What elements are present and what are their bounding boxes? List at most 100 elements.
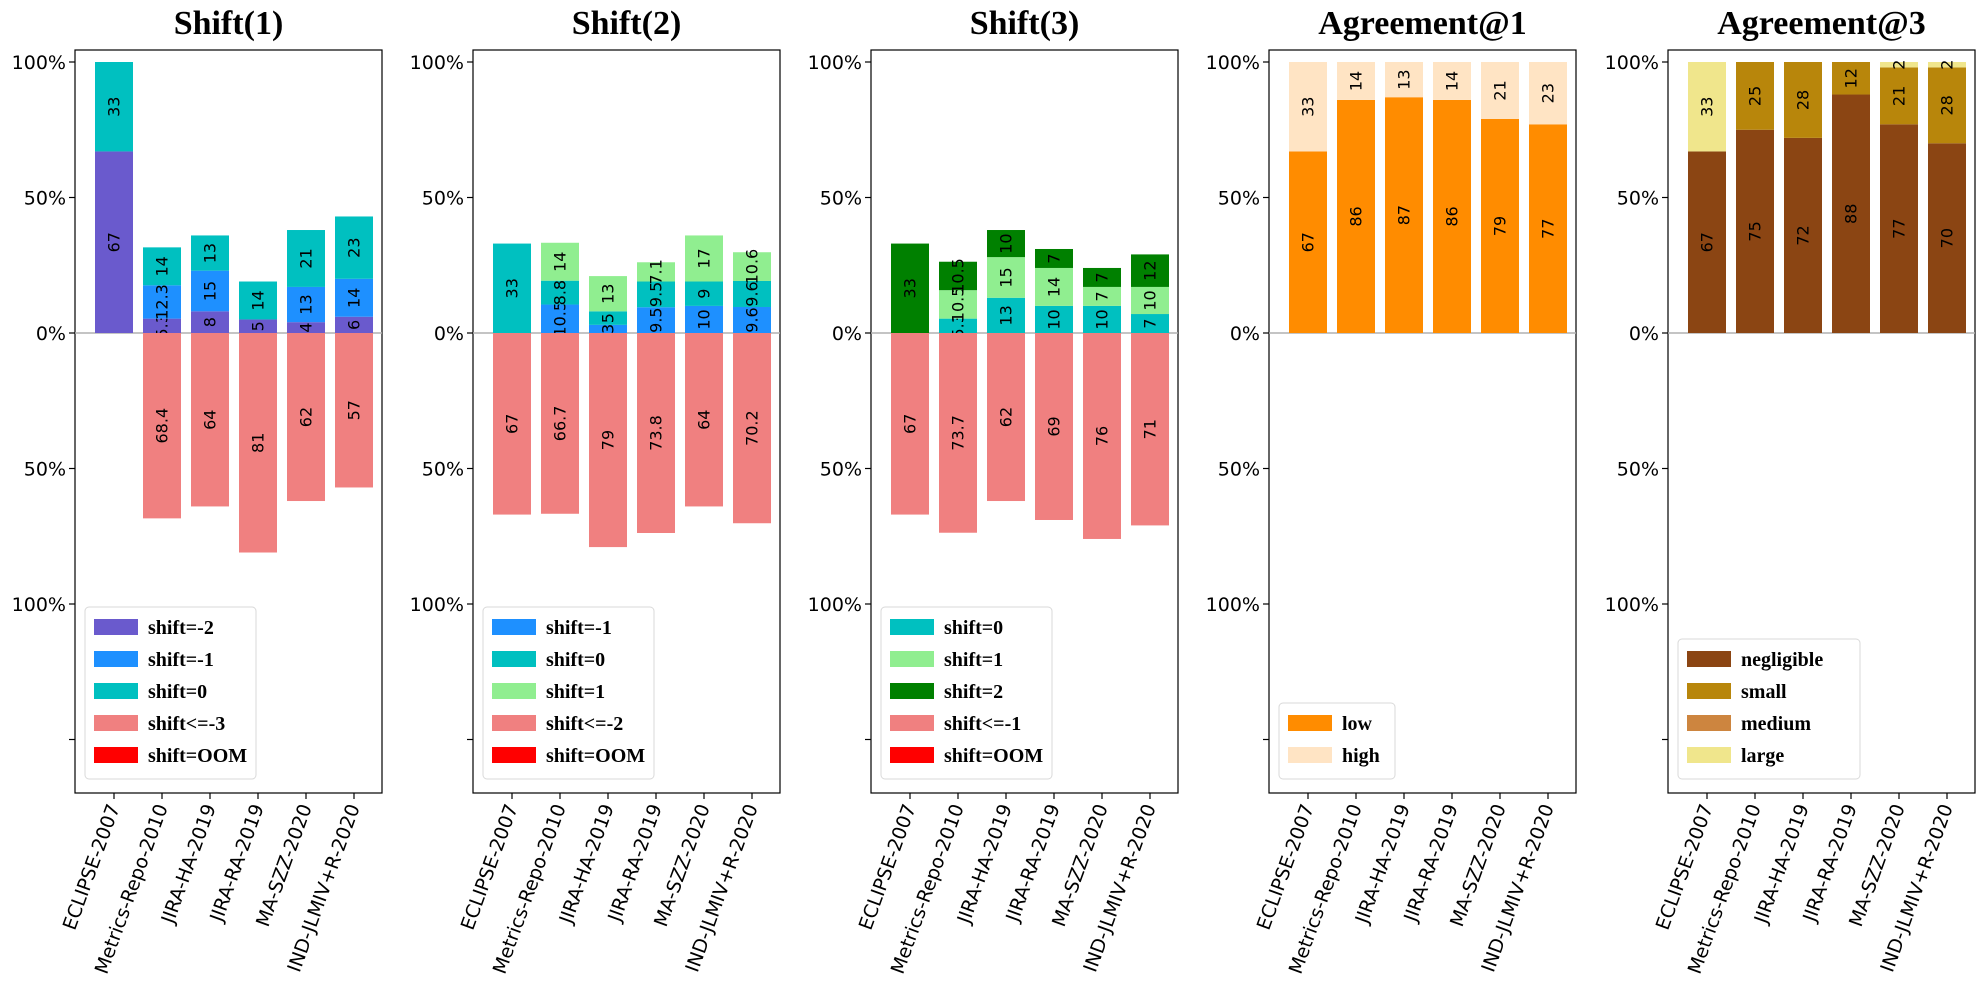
legend-label: shift=OOM: [944, 745, 1043, 767]
data-label: 14: [1347, 71, 1366, 91]
data-label: 87: [1395, 205, 1414, 225]
data-label: 10.6: [743, 249, 762, 285]
bar-segment: [733, 306, 771, 333]
bar-segment: [685, 281, 723, 306]
data-label: 79: [599, 430, 618, 450]
data-label: 21: [1890, 86, 1909, 106]
y-tick-label: 50%: [422, 188, 464, 210]
data-label: 67: [1698, 232, 1717, 252]
data-label: 9.6: [743, 307, 762, 332]
data-label: 10: [695, 309, 714, 329]
data-label: 5.3: [949, 313, 968, 338]
legend-swatch: [1288, 715, 1332, 731]
data-label: 70: [1938, 228, 1957, 248]
bar-segment: [191, 333, 229, 507]
bar-segment: [1688, 62, 1726, 152]
bar-segment: [1880, 67, 1918, 125]
bar-segment: [335, 216, 373, 279]
data-label: 69: [1045, 416, 1064, 436]
bar-segment: [1529, 62, 1567, 125]
data-label: 10.5: [949, 287, 968, 323]
bar-segment: [1481, 62, 1519, 119]
bar-segment: [1083, 286, 1121, 306]
data-label: 67: [901, 414, 920, 434]
bar-segment: [287, 286, 325, 323]
bar-segment: [589, 276, 627, 312]
legend-label: shift=2: [944, 681, 1003, 703]
bar-segment: [1433, 62, 1471, 100]
axes-frame: [472, 49, 781, 794]
bar-segment: [239, 333, 277, 553]
legend-label: shift=-1: [148, 649, 214, 671]
legend-label: shift=OOM: [148, 745, 247, 767]
legend: shift=0 shift=1 shift=2 shift<=-1 shift=OOM: [880, 606, 1053, 780]
y-tick-label: 100%: [808, 52, 862, 74]
data-label: 67: [1299, 232, 1318, 252]
legend-swatch: [1687, 747, 1731, 763]
bar-segment: [143, 247, 181, 286]
data-label: 75: [1746, 221, 1765, 241]
bar-segment: [1385, 62, 1423, 98]
data-label: 33: [901, 278, 920, 298]
legend-label: shift=1: [546, 681, 605, 703]
bar-segment: [1481, 118, 1519, 333]
data-label: 9.5: [647, 282, 666, 307]
y-tick-label: 50%: [1218, 188, 1260, 210]
legend-label: high: [1342, 745, 1380, 767]
bar-segment: [1736, 62, 1774, 130]
bar-segment: [1083, 305, 1121, 333]
y-tick-label: 100%: [410, 594, 464, 616]
legend: shift=-2 shift=-1 shift=0 shift<=-3 shift=OO…: [84, 606, 257, 780]
legend-swatch: [492, 715, 536, 731]
bar-segment: [1035, 333, 1073, 520]
data-label: 8.8: [551, 280, 570, 305]
chart-panel-1: Shift(1)100%50%0%50%100%6733ECLIPSE-2007…: [12, 5, 383, 977]
data-label: 10: [1045, 309, 1064, 329]
bar-segment: [1928, 143, 1966, 333]
data-label: 28: [1938, 95, 1957, 115]
legend-swatch: [94, 651, 138, 667]
bar-segment: [335, 278, 373, 317]
data-label: 13: [297, 294, 316, 314]
bar-segment: [239, 281, 277, 320]
y-tick-label: 0%: [1230, 323, 1260, 345]
data-label: 9.5: [647, 307, 666, 332]
legend-box: [482, 606, 655, 780]
data-label: 28: [1794, 90, 1813, 110]
bar-segment: [1880, 124, 1918, 333]
data-label: 10.5: [949, 258, 968, 294]
y-tick-label: 50%: [24, 188, 66, 210]
legend-label: shift=0: [148, 681, 207, 703]
data-label: 67: [105, 232, 124, 252]
y-tick-label: 100%: [410, 52, 464, 74]
data-label: 33: [1299, 97, 1318, 117]
data-label: 68.4: [153, 408, 172, 444]
bar-segment: [891, 243, 929, 333]
bar-segment: [685, 333, 723, 507]
data-label: 9.6: [743, 281, 762, 306]
data-label: 12.3: [153, 284, 172, 320]
bar-segment: [95, 151, 133, 333]
bar-segment: [1035, 248, 1073, 268]
legend-label: shift=-1: [546, 617, 612, 639]
legend-label: shift<=-2: [546, 713, 623, 735]
bar-segment: [733, 280, 771, 307]
data-label: 12: [1141, 260, 1160, 280]
y-tick-label: 100%: [808, 594, 862, 616]
legend-label: negligible: [1741, 649, 1823, 671]
bar-segment: [1289, 151, 1327, 333]
legend-swatch: [890, 715, 934, 731]
legend-label: shift=0: [546, 649, 605, 671]
data-label: 62: [297, 407, 316, 427]
data-label: 15: [997, 267, 1016, 287]
y-tick-label: 50%: [820, 188, 862, 210]
bar-segment: [1688, 151, 1726, 333]
bar-segment: [335, 316, 373, 333]
legend-label: shift<=-3: [148, 713, 225, 735]
data-label: 8: [201, 317, 220, 327]
legend: shift=-1 shift=0 shift=1 shift<=-2 shift=OOM: [482, 606, 655, 780]
bar-segment: [1083, 267, 1121, 287]
legend-label: medium: [1741, 713, 1811, 735]
bar-segment: [143, 318, 181, 333]
